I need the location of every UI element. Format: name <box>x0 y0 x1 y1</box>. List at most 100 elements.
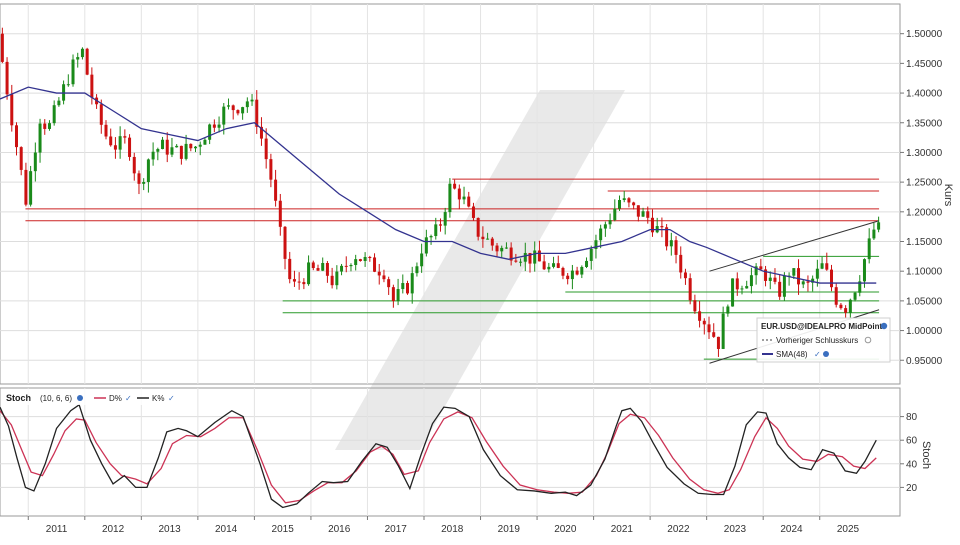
time-tick-label: 2023 <box>724 524 747 535</box>
stoch-settings-icon[interactable] <box>77 395 83 401</box>
price-bar-body <box>179 145 183 159</box>
price-bar-body <box>636 205 640 217</box>
price-bar-body <box>528 252 532 264</box>
time-tick-label: 2011 <box>46 524 68 535</box>
price-bar-body <box>269 159 273 180</box>
price-bar-body <box>175 145 179 148</box>
stoch-k-check-icon[interactable]: ✓ <box>168 394 175 403</box>
stoch-tick-label: 40 <box>906 459 918 470</box>
price-bar-body <box>288 258 292 280</box>
price-bar-body <box>259 126 263 139</box>
stoch-axis-title: Stoch <box>920 441 932 469</box>
price-bar-body <box>486 238 490 240</box>
price-bar-body <box>495 245 499 252</box>
price-bar-body <box>716 336 720 349</box>
stoch-axis: 80 60 40 20 <box>900 412 918 494</box>
time-tick-label: 2013 <box>158 524 181 535</box>
price-bar-body <box>815 268 819 279</box>
price-bar-body <box>194 146 198 149</box>
price-bar-body <box>236 110 240 114</box>
price-bar-body <box>226 105 230 107</box>
price-tick-label: 1.25000 <box>906 178 943 189</box>
price-bar-body <box>453 183 457 189</box>
legend-sma-settings-icon[interactable] <box>823 351 829 357</box>
price-bar-body <box>424 237 428 254</box>
legend-instrument-settings-icon[interactable] <box>880 322 888 330</box>
price-bar-body <box>420 253 424 267</box>
price-bar-body <box>410 273 414 294</box>
price-bar-body <box>391 287 395 302</box>
price-bar-body <box>325 263 329 276</box>
price-bar-body <box>853 292 857 300</box>
price-bar-body <box>721 313 725 349</box>
price-bar-body <box>396 289 400 302</box>
price-bar-body <box>292 279 296 282</box>
price-bar-body <box>349 265 353 267</box>
price-bar-body <box>641 211 645 217</box>
price-bar-body <box>104 124 108 137</box>
price-tick-label: 1.05000 <box>906 296 943 307</box>
price-bar-body <box>471 206 475 218</box>
price-bar-body <box>382 275 386 280</box>
stoch-legend: Stoch (10, 6, 6) D% ✓ K% ✓ <box>1 389 179 405</box>
price-bar-body <box>76 57 80 60</box>
trend-line <box>709 220 880 272</box>
price-bar-body <box>825 263 829 270</box>
price-bar-body <box>688 278 692 301</box>
price-bar-body <box>745 286 749 289</box>
price-bar-body <box>707 324 711 333</box>
price-bar-body <box>735 278 739 290</box>
price-tick-label: 1.10000 <box>906 267 943 278</box>
price-bar-body <box>57 100 61 106</box>
legend-prev-close-label: Vorheriger Schlusskurs <box>776 336 858 345</box>
legend-prev-close-toggle-icon[interactable] <box>864 336 872 344</box>
legend-sma-check-icon[interactable]: ✓ <box>814 350 821 359</box>
price-bar-body <box>113 145 117 150</box>
time-tick-label: 2014 <box>215 524 238 535</box>
price-bar-body <box>184 143 188 159</box>
price-bar-body <box>212 124 216 128</box>
price-bar-body <box>542 261 546 270</box>
price-bar-body <box>740 288 744 290</box>
price-bar-body <box>698 311 702 321</box>
price-bar-body <box>156 149 160 152</box>
price-bar-body <box>429 236 433 238</box>
price-bar-body <box>278 200 282 227</box>
stoch-d-check-icon[interactable]: ✓ <box>125 394 132 403</box>
price-bar-body <box>580 266 584 275</box>
price-tick-label: 1.20000 <box>906 207 943 218</box>
price-bar-body <box>151 151 155 160</box>
price-bar-body <box>217 124 221 128</box>
price-bar-body <box>71 59 75 85</box>
price-bar-body <box>335 271 339 286</box>
price-bar-body <box>476 217 480 237</box>
price-bar-body <box>443 212 447 226</box>
price-bar-body <box>90 74 94 98</box>
price-tick-label: 1.40000 <box>906 89 943 100</box>
price-bar-body <box>99 104 103 125</box>
price-bar-body <box>683 272 687 279</box>
price-bar-body <box>834 287 838 305</box>
price-bar-body <box>797 268 801 285</box>
price-bar-body <box>806 281 810 283</box>
price-bar-body <box>302 282 306 285</box>
price-bar-body <box>547 266 551 270</box>
price-bar-body <box>754 266 758 276</box>
price-bar-body <box>307 262 311 285</box>
price-bar-body <box>415 266 419 274</box>
price-bar-body <box>354 259 358 266</box>
time-tick-label: 2024 <box>780 524 803 535</box>
price-axis-title: Kurs <box>942 184 954 207</box>
time-tick-label: 2017 <box>385 524 408 535</box>
price-bar-body <box>877 222 881 230</box>
price-bars <box>0 27 881 357</box>
price-bar-body <box>646 211 650 218</box>
price-bar-body <box>768 277 772 281</box>
price-bar-body <box>467 196 471 207</box>
price-bar-body <box>401 283 405 290</box>
price-bar-body <box>85 48 89 75</box>
stoch-k-label: K% <box>152 394 164 403</box>
price-bar-body <box>161 139 165 150</box>
price-bar-body <box>377 271 381 276</box>
